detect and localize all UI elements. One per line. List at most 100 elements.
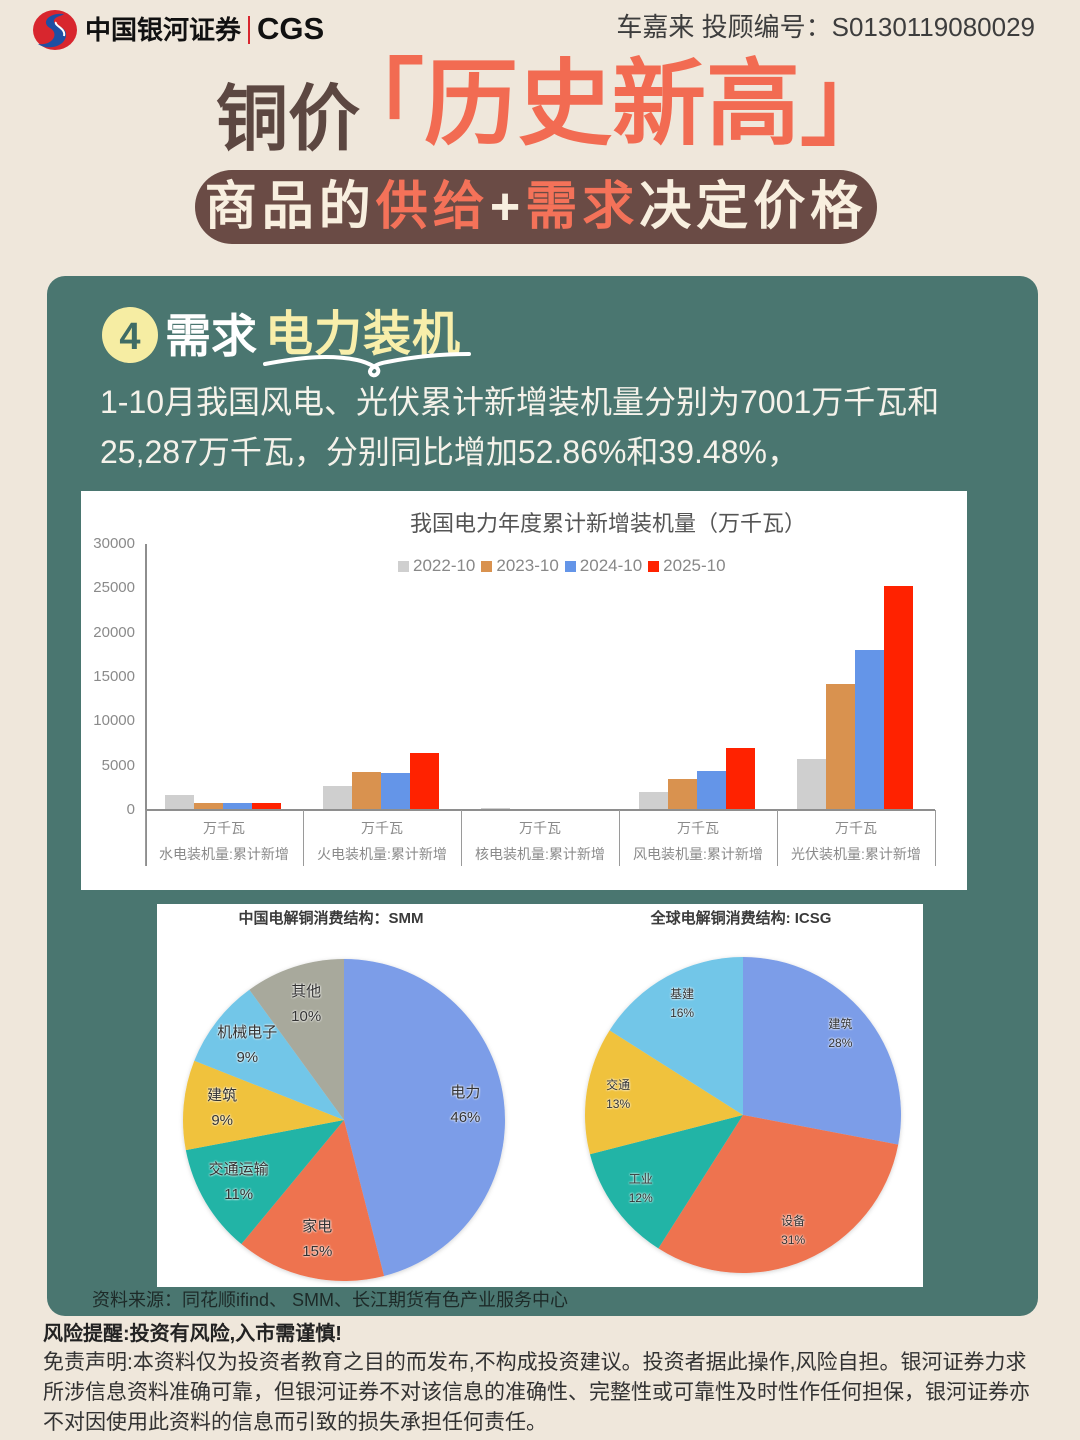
- pie-slice: [743, 957, 902, 1145]
- pie-charts: 中国电解铜消费结构：SMM 全球电解铜消费结构: ICSG 电力 46% 家电 15%…: [157, 904, 923, 1287]
- pie-chart-title-global: 全球电解铜消费结构: ICSG: [650, 910, 832, 927]
- pie-slice-name: 其他: [291, 982, 322, 1000]
- pie-slice-label: 建筑 28%: [828, 1015, 852, 1053]
- pie-slice-percent: 16%: [670, 1006, 695, 1021]
- y-tick-label: 20000: [93, 623, 135, 641]
- y-axis-line: [145, 544, 147, 866]
- pie-slice-percent: 28%: [828, 1036, 853, 1051]
- title-bracket-close: 」: [800, 51, 895, 156]
- category-label: 光伏装机量:累计新增: [791, 846, 921, 862]
- bar: [855, 649, 884, 810]
- bar: [726, 747, 755, 810]
- pie-slice: [609, 957, 743, 1115]
- pie-slice-name: 基建: [670, 987, 695, 1002]
- legend-item: 2023-10: [481, 554, 559, 578]
- pie-slice-name: 设备: [781, 1214, 806, 1228]
- category-divider: [303, 810, 304, 866]
- pie-slice-name: 家电: [302, 1218, 333, 1236]
- bar: [668, 778, 697, 810]
- pie-slice-percent: 9%: [236, 1049, 259, 1066]
- title-prefix: 铜价: [216, 80, 361, 160]
- bar: [797, 759, 826, 810]
- pie-slice-percent: 12%: [628, 1191, 653, 1206]
- pie-slice-percent: 11%: [224, 1186, 254, 1204]
- pie-slice: [344, 959, 505, 1276]
- pie-slice: [249, 959, 344, 1120]
- subtitle-supply: 供给: [375, 178, 490, 236]
- pie-slice-label: 交通 13%: [606, 1076, 630, 1114]
- bar: [639, 792, 668, 810]
- pie-slice-percent: 9%: [211, 1112, 234, 1130]
- section-number-badge: 4: [102, 307, 158, 363]
- subtitle-pill: 商品的 供给 + 需求 决定价格: [195, 170, 877, 244]
- china-pie: [183, 959, 505, 1281]
- category-unit: 万千瓦: [361, 820, 403, 836]
- pie-slice-name: 电力: [450, 1083, 481, 1101]
- advisor-id: 车嘉来 投顾编号：S0130119080029: [616, 12, 1035, 42]
- pie-slice: [658, 1115, 899, 1273]
- pie-slice-label: 家电 15%: [302, 1214, 332, 1264]
- bar: [826, 684, 855, 810]
- y-tick-label: 0: [126, 801, 135, 818]
- pie-slice: [589, 1115, 743, 1249]
- y-tick-label: 25000: [93, 579, 135, 597]
- paragraph-line: 1-10月我国风电、光伏累计新增装机量分别为7001万千瓦和: [100, 384, 940, 420]
- paragraph-line: 25,287万千瓦，分别同比增加52.86%和39.48%，: [100, 434, 799, 470]
- pie-slice-label: 电力 46%: [450, 1080, 480, 1130]
- bar-chart: 我国电力年度累计新增装机量（万千瓦） 2022-10 2023-10 2024-10…: [81, 491, 967, 890]
- brand-name-en: CGS: [257, 11, 325, 46]
- category-divider: [935, 810, 936, 866]
- legend-label: 2023-10: [496, 556, 559, 575]
- subtitle-demand: 需求: [525, 178, 640, 236]
- pie-slice-name: 建筑: [207, 1087, 238, 1105]
- title-bracket-open: 「: [330, 51, 425, 156]
- category-divider: [777, 810, 778, 866]
- y-tick-label: 15000: [93, 668, 135, 685]
- pie-slice-percent: 31%: [781, 1233, 806, 1247]
- legend-item: 2024-10: [564, 554, 642, 578]
- pie-slice-percent: 46%: [450, 1108, 481, 1126]
- legend-swatch-icon: [481, 560, 493, 572]
- bar: [194, 802, 223, 810]
- legend-label: 2022-10: [413, 556, 476, 575]
- pie-slice: [194, 989, 344, 1120]
- category-unit: 万千瓦: [835, 820, 877, 836]
- bar: [252, 802, 281, 810]
- pie-slice-label: 机械电子 9%: [217, 1020, 277, 1070]
- pie-slice-label: 其他 10%: [291, 979, 321, 1029]
- y-tick-label: 30000: [93, 535, 135, 552]
- category-label: 水电装机量:累计新增: [159, 846, 289, 862]
- pie-slice-label: 设备 31%: [781, 1212, 805, 1250]
- bar: [352, 771, 381, 810]
- y-tick-label: 5000: [101, 756, 135, 774]
- y-tick-label: 10000: [93, 712, 135, 730]
- legend-swatch-icon: [564, 560, 576, 572]
- bar-chart-title: 我国电力年度累计新增装机量（万千瓦）: [409, 511, 806, 536]
- squiggle-underline-icon: [263, 352, 471, 378]
- pie-slice-percent: 10%: [291, 1007, 322, 1025]
- bar-plot-area: [146, 544, 936, 810]
- risk-warning: 风险提醒:投资有风险,入市需谨慎!: [43, 1323, 342, 1345]
- bar: [223, 802, 252, 810]
- subtitle-plus: +: [489, 178, 526, 236]
- bar: [381, 773, 410, 810]
- section-heading-highlight: 电力装机: [265, 308, 462, 361]
- pie-slice: [585, 1030, 743, 1155]
- bar-chart-legend: 2022-10 2023-10 2024-10 2025-10: [398, 554, 732, 578]
- bar: [165, 794, 194, 810]
- legend-swatch-icon: [398, 560, 409, 572]
- pie-slice-name: 交通: [606, 1078, 631, 1093]
- pie-slice-label: 工业 12%: [629, 1170, 653, 1208]
- pie-slice: [241, 1120, 385, 1281]
- category-label: 火电装机量:累计新增: [317, 846, 447, 862]
- pie-slice: [183, 1060, 344, 1151]
- title-highlight-text: 历史新高: [424, 51, 801, 156]
- subtitle-part: 商品的: [204, 178, 376, 236]
- data-source: 资料来源：同花顺ifind、 SMM、长江期货有色产业服务中心: [92, 1290, 569, 1310]
- bar: [697, 771, 726, 810]
- bar: [410, 753, 439, 810]
- category-label: 风电装机量:累计新增: [633, 846, 763, 862]
- brand-divider: [248, 16, 250, 44]
- subtitle-part: 决定价格: [639, 178, 868, 236]
- legend-label: 2025-10: [663, 556, 726, 575]
